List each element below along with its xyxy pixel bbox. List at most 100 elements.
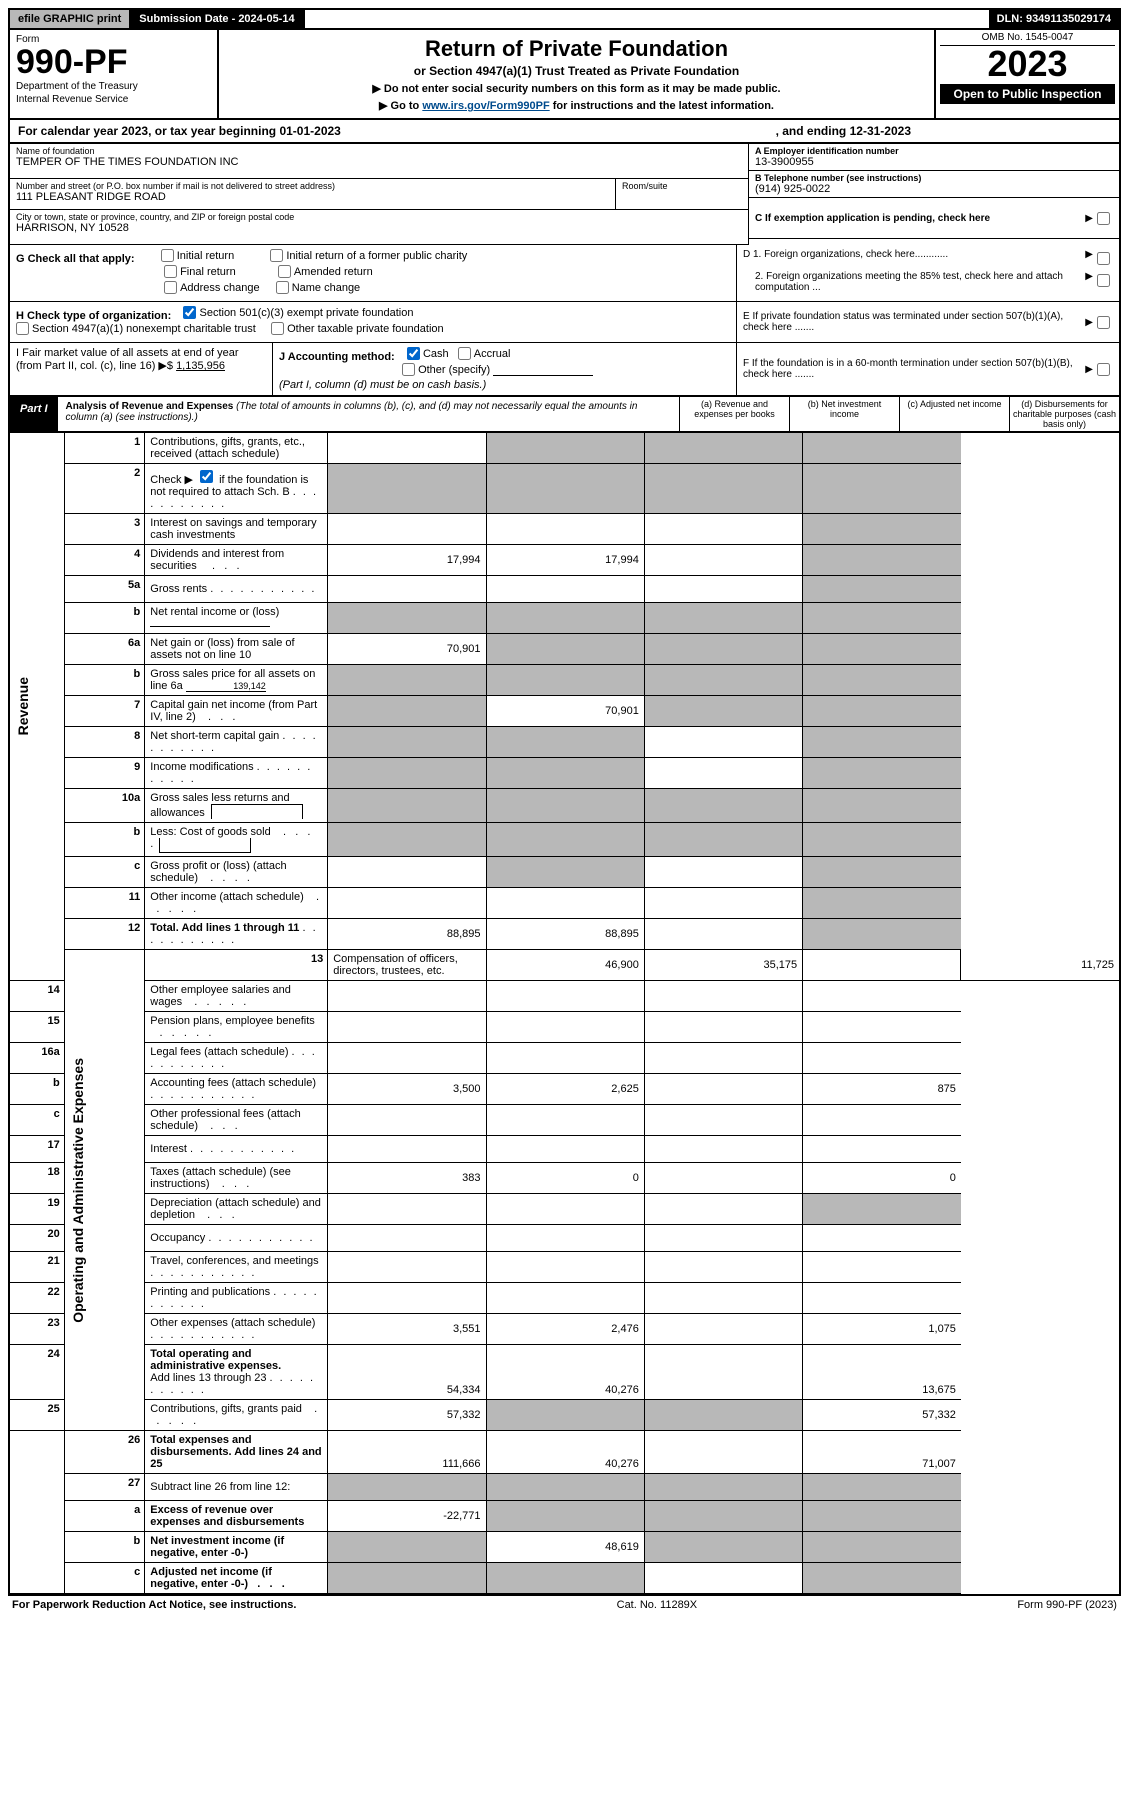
row-27: Subtract line 26 from line 12: — [145, 1474, 328, 1501]
phone-label: B Telephone number (see instructions) — [755, 173, 1113, 183]
j-note: (Part I, column (d) must be on cash basi… — [279, 379, 486, 391]
row-16a: Legal fees (attach schedule) — [145, 1043, 328, 1074]
cat-no: Cat. No. 11289X — [617, 1599, 698, 1611]
ein-label: A Employer identification number — [755, 146, 1113, 156]
row-h-e: H Check type of organization: Section 50… — [8, 302, 1121, 343]
city-state-zip: HARRISON, NY 10528 — [16, 222, 742, 234]
dln-label: DLN: 93491135029174 — [989, 10, 1119, 28]
open-inspection: Open to Public Inspection — [940, 84, 1115, 104]
row-24: Total operating and administrative expen… — [145, 1345, 328, 1400]
instr-1: ▶ Do not enter social security numbers o… — [225, 82, 928, 95]
row-27c: Adjusted net income (if negative, enter … — [145, 1563, 328, 1594]
d1-label: D 1. Foreign organizations, check here..… — [743, 249, 1085, 260]
address: 111 PLEASANT RIDGE ROAD — [16, 191, 609, 203]
row-i-j-f: I Fair market value of all assets at end… — [8, 343, 1121, 397]
col-c-header: (c) Adjusted net income — [900, 397, 1010, 431]
city-label: City or town, state or province, country… — [16, 212, 742, 222]
h-other-taxable[interactable] — [271, 322, 284, 335]
top-bar: efile GRAPHIC print Submission Date - 20… — [8, 8, 1121, 30]
form-title: Return of Private Foundation — [225, 36, 928, 62]
footer: For Paperwork Reduction Act Notice, see … — [8, 1594, 1121, 1614]
row-23: Other expenses (attach schedule) — [145, 1314, 328, 1345]
g-name-change[interactable] — [276, 281, 289, 294]
j-other[interactable] — [402, 363, 415, 376]
g-final-return[interactable] — [164, 265, 177, 278]
row-27b: Net investment income (if negative, ente… — [145, 1532, 328, 1563]
room-label: Room/suite — [622, 181, 742, 191]
instr-2: ▶ Go to www.irs.gov/Form990PF for instru… — [225, 99, 928, 112]
dept-treasury: Department of the Treasury — [16, 81, 211, 92]
row-1: Contributions, gifts, grants, etc., rece… — [145, 433, 328, 464]
efile-label: efile GRAPHIC print — [10, 10, 131, 28]
schb-checkbox[interactable] — [200, 470, 213, 483]
g-label: G Check all that apply: — [16, 253, 135, 265]
e-label: E If private foundation status was termi… — [743, 311, 1085, 333]
g-amended[interactable] — [278, 265, 291, 278]
name-label: Name of foundation — [16, 146, 742, 156]
submission-date: Submission Date - 2024-05-14 — [131, 10, 304, 28]
row-13: Compensation of officers, directors, tru… — [328, 950, 486, 981]
h-501c3[interactable] — [183, 306, 196, 319]
foundation-name: TEMPER OF THE TIMES FOUNDATION INC — [16, 156, 742, 168]
d2-checkbox[interactable] — [1097, 274, 1110, 287]
d2-label: 2. Foreign organizations meeting the 85%… — [743, 271, 1085, 293]
part1-table: Revenue 1Contributions, gifts, grants, e… — [8, 433, 1121, 1594]
row-17: Interest — [145, 1136, 328, 1163]
form-header: Form 990-PF Department of the Treasury I… — [8, 30, 1121, 120]
row-22: Printing and publications — [145, 1283, 328, 1314]
row-25: Contributions, gifts, grants paid . . . … — [145, 1400, 328, 1431]
row-20: Occupancy — [145, 1225, 328, 1252]
j-accrual[interactable] — [458, 347, 471, 360]
row-g-d: G Check all that apply: Initial return I… — [8, 245, 1121, 302]
form-number: 990-PF — [16, 45, 211, 79]
i-value: 1,135,956 — [176, 360, 225, 372]
row-10a: Gross sales less returns and allowances — [145, 789, 328, 823]
col-a-header: (a) Revenue and expenses per books — [680, 397, 790, 431]
row-12: Total. Add lines 1 through 11 — [145, 919, 328, 950]
f-checkbox[interactable] — [1097, 363, 1110, 376]
row-7: Capital gain net income (from Part IV, l… — [145, 696, 328, 727]
g-address-change[interactable] — [164, 281, 177, 294]
phone-value: (914) 925-0022 — [755, 183, 1113, 195]
row-26: Total expenses and disbursements. Add li… — [145, 1431, 328, 1474]
j-label: J Accounting method: — [279, 351, 395, 363]
paperwork-notice: For Paperwork Reduction Act Notice, see … — [12, 1599, 296, 1611]
row-15: Pension plans, employee benefits . . . .… — [145, 1012, 328, 1043]
row-5a: Gross rents — [145, 576, 328, 603]
row-10c: Gross profit or (loss) (attach schedule)… — [145, 857, 328, 888]
row-21: Travel, conferences, and meetings — [145, 1252, 328, 1283]
row-11: Other income (attach schedule) . . . . . — [145, 888, 328, 919]
part1-header: Part I Analysis of Revenue and Expenses … — [8, 397, 1121, 433]
revenue-side-label: Revenue — [15, 677, 31, 735]
f-label: F If the foundation is in a 60-month ter… — [743, 358, 1085, 380]
row-8: Net short-term capital gain — [145, 727, 328, 758]
expenses-side-label: Operating and Administrative Expenses — [70, 1058, 86, 1323]
entity-block: Name of foundation TEMPER OF THE TIMES F… — [8, 144, 1121, 245]
row-14: Other employee salaries and wages . . . … — [145, 981, 328, 1012]
row-5b: Net rental income or (loss) — [145, 603, 328, 634]
row-16b: Accounting fees (attach schedule) — [145, 1074, 328, 1105]
d1-checkbox[interactable] — [1097, 252, 1110, 265]
form-subtitle: or Section 4947(a)(1) Trust Treated as P… — [225, 64, 928, 78]
row-18: Taxes (attach schedule) (see instruction… — [145, 1163, 328, 1194]
h-4947a1[interactable] — [16, 322, 29, 335]
addr-label: Number and street (or P.O. box number if… — [16, 181, 609, 191]
row-9: Income modifications — [145, 758, 328, 789]
e-checkbox[interactable] — [1097, 316, 1110, 329]
row-6a: Net gain or (loss) from sale of assets n… — [145, 634, 328, 665]
c-checkbox[interactable] — [1097, 212, 1110, 225]
instructions-link[interactable]: www.irs.gov/Form990PF — [422, 100, 549, 112]
tax-year: 2023 — [940, 46, 1115, 82]
row-2: Check ▶ if the foundation is not require… — [145, 464, 328, 514]
g-initial-former[interactable] — [270, 249, 283, 262]
c-label: C If exemption application is pending, c… — [755, 213, 990, 224]
row-16c: Other professional fees (attach schedule… — [145, 1105, 328, 1136]
h-label: H Check type of organization: — [16, 310, 171, 322]
form-ref: Form 990-PF (2023) — [1017, 1599, 1117, 1611]
g-initial-return[interactable] — [161, 249, 174, 262]
col-b-header: (b) Net investment income — [790, 397, 900, 431]
row-4: Dividends and interest from securities .… — [145, 545, 328, 576]
row-10b: Less: Cost of goods sold . . . . — [145, 823, 328, 857]
j-cash[interactable] — [407, 347, 420, 360]
part1-label: Part I — [10, 397, 58, 431]
